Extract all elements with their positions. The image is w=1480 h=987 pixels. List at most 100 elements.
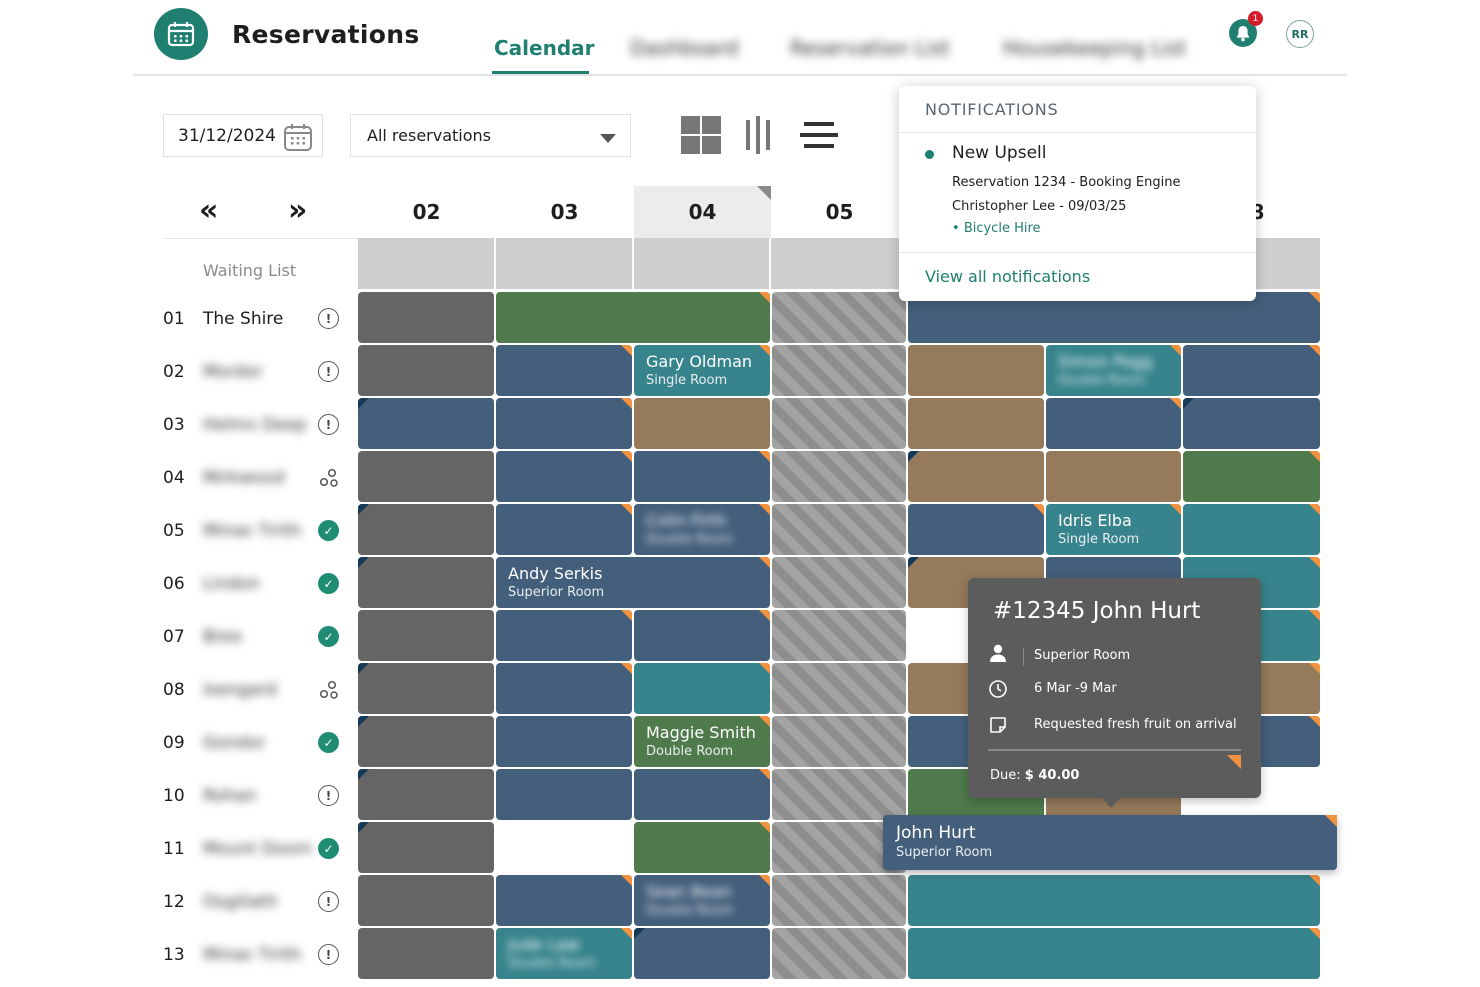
info-status-icon[interactable]: ! bbox=[318, 891, 339, 912]
blocked-cell[interactable] bbox=[772, 769, 906, 820]
room-name[interactable]: Helms Deep bbox=[203, 415, 307, 435]
previous-period-button[interactable]: « bbox=[199, 193, 219, 228]
notification-heading[interactable]: New Upsell bbox=[952, 143, 1047, 163]
info-status-icon[interactable]: ! bbox=[318, 785, 339, 806]
booking-cell[interactable] bbox=[908, 345, 1044, 396]
booking-cell[interactable] bbox=[358, 769, 494, 820]
room-name[interactable]: Lindon bbox=[203, 574, 260, 594]
column-view-button[interactable] bbox=[742, 116, 774, 154]
day-header-selected[interactable]: 04 bbox=[634, 186, 771, 238]
booking-cell[interactable] bbox=[634, 822, 770, 873]
booking-cell[interactable] bbox=[358, 398, 494, 449]
next-period-button[interactable]: » bbox=[288, 193, 308, 228]
day-header[interactable]: 02 bbox=[412, 200, 441, 224]
date-picker-input[interactable]: 31/12/2024 bbox=[163, 114, 323, 157]
booking-cell[interactable] bbox=[358, 451, 494, 502]
booking-john-hurt[interactable]: John Hurt Superior Room bbox=[883, 815, 1337, 870]
day-header[interactable]: 05 bbox=[825, 200, 854, 224]
room-name[interactable]: Mount Doom bbox=[203, 839, 313, 859]
booking-cell[interactable] bbox=[358, 557, 494, 608]
room-name[interactable]: Isengard bbox=[203, 680, 277, 700]
blocked-cell[interactable] bbox=[772, 398, 906, 449]
booking-cell[interactable] bbox=[1046, 398, 1181, 449]
room-name[interactable]: Rohan bbox=[203, 786, 257, 806]
booking-idris-elba[interactable]: Idris Elba Single Room bbox=[1046, 504, 1181, 555]
blocked-cell[interactable] bbox=[772, 928, 906, 979]
room-name[interactable]: Osgiliath bbox=[203, 892, 279, 912]
booking-cell[interactable] bbox=[908, 451, 1044, 502]
booking-cell[interactable] bbox=[908, 928, 1320, 979]
room-name[interactable]: Gondor bbox=[203, 733, 266, 753]
blocked-cell[interactable] bbox=[772, 451, 906, 502]
room-name[interactable]: Mirkwood bbox=[203, 468, 285, 488]
booking-cell[interactable] bbox=[358, 504, 494, 555]
info-status-icon[interactable]: ! bbox=[318, 414, 339, 435]
booking-cell[interactable] bbox=[358, 663, 494, 714]
booking-cell[interactable] bbox=[496, 716, 632, 767]
booking-cell[interactable] bbox=[496, 769, 632, 820]
info-status-icon[interactable]: ! bbox=[318, 944, 339, 965]
booking-cell[interactable] bbox=[358, 345, 494, 396]
reservation-filter-select[interactable]: All reservations bbox=[350, 114, 631, 157]
booking-cell[interactable] bbox=[496, 875, 632, 926]
booking-cell[interactable] bbox=[634, 769, 770, 820]
blocked-cell[interactable] bbox=[772, 292, 906, 343]
booking-cell[interactable] bbox=[358, 822, 494, 873]
booking-cell[interactable] bbox=[634, 610, 770, 661]
room-name[interactable]: Mordor bbox=[203, 362, 263, 382]
user-avatar[interactable]: RR bbox=[1286, 20, 1314, 48]
booking-cell[interactable] bbox=[496, 610, 632, 661]
blocked-cell[interactable] bbox=[772, 345, 906, 396]
booking-colin-firth[interactable]: Colin Firth Double Room bbox=[634, 504, 770, 555]
booking-gary-oldman[interactable]: Gary Oldman Single Room bbox=[634, 345, 770, 396]
check-status-icon[interactable]: ✓ bbox=[318, 520, 339, 541]
group-status-icon[interactable] bbox=[318, 467, 339, 488]
room-name[interactable]: Minas Tirith bbox=[203, 521, 302, 541]
calendar-icon[interactable] bbox=[283, 121, 313, 153]
tab-reservation-list[interactable]: Reservation List bbox=[790, 36, 950, 60]
blocked-cell[interactable] bbox=[772, 557, 906, 608]
blocked-cell[interactable] bbox=[772, 610, 906, 661]
booking-simon-pegg[interactable]: Simon Pegg Double Room bbox=[1046, 345, 1181, 396]
booking-cell[interactable] bbox=[634, 451, 770, 502]
check-status-icon[interactable]: ✓ bbox=[318, 573, 339, 594]
view-all-notifications-link[interactable]: View all notifications bbox=[925, 267, 1091, 286]
booking-cell[interactable] bbox=[1183, 398, 1320, 449]
check-status-icon[interactable]: ✓ bbox=[318, 838, 339, 859]
info-status-icon[interactable]: ! bbox=[318, 361, 339, 382]
tab-calendar[interactable]: Calendar bbox=[494, 36, 595, 60]
booking-cell[interactable] bbox=[496, 345, 632, 396]
booking-maggie-smith[interactable]: Maggie Smith Double Room bbox=[634, 716, 770, 767]
check-status-icon[interactable]: ✓ bbox=[318, 732, 339, 753]
room-name[interactable]: The Shire bbox=[203, 309, 284, 329]
blocked-cell[interactable] bbox=[772, 875, 906, 926]
booking-cell[interactable] bbox=[1183, 504, 1320, 555]
booking-cell[interactable] bbox=[908, 504, 1044, 555]
booking-cell[interactable] bbox=[1183, 345, 1320, 396]
blocked-cell[interactable] bbox=[772, 716, 906, 767]
waiting-list-label[interactable]: Waiting List bbox=[203, 261, 297, 280]
booking-cell[interactable] bbox=[358, 716, 494, 767]
check-status-icon[interactable]: ✓ bbox=[318, 626, 339, 647]
booking-cell[interactable] bbox=[358, 610, 494, 661]
booking-sean-bean[interactable]: Sean Bean Double Room bbox=[634, 875, 770, 926]
room-name[interactable]: Minas Tirith bbox=[203, 945, 302, 965]
tab-dashboard[interactable]: Dashboard bbox=[630, 36, 739, 60]
booking-cell[interactable] bbox=[1183, 451, 1320, 502]
booking-cell[interactable] bbox=[908, 398, 1044, 449]
booking-cell[interactable] bbox=[358, 875, 494, 926]
blocked-cell[interactable] bbox=[772, 504, 906, 555]
booking-andy-serkis[interactable]: Andy Serkis Superior Room bbox=[496, 557, 770, 608]
grid-view-button[interactable] bbox=[680, 116, 722, 154]
app-logo[interactable] bbox=[154, 8, 208, 60]
booking-cell[interactable] bbox=[1046, 451, 1181, 502]
room-name[interactable]: Bree bbox=[203, 627, 243, 647]
blocked-cell[interactable] bbox=[772, 663, 906, 714]
list-view-button[interactable] bbox=[799, 116, 839, 154]
booking-jude-law[interactable]: Jude Law Double Room bbox=[496, 928, 632, 979]
booking-cell[interactable] bbox=[496, 504, 632, 555]
booking-cell[interactable] bbox=[496, 398, 632, 449]
booking-cell[interactable] bbox=[634, 398, 770, 449]
group-status-icon[interactable] bbox=[318, 679, 339, 700]
booking-cell[interactable] bbox=[496, 663, 632, 714]
